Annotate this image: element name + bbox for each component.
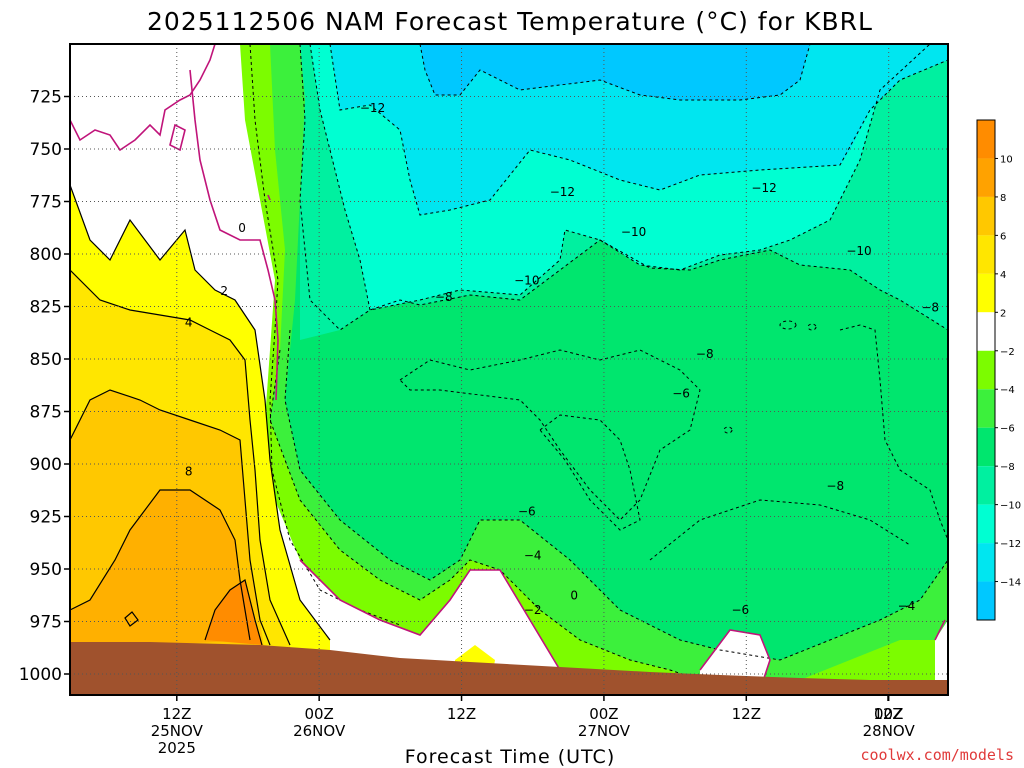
colorbar-swatch xyxy=(977,389,995,428)
y-tick-label: 950 xyxy=(30,560,62,580)
contour-label: −8 xyxy=(826,479,844,493)
x-tick-label: 12Z xyxy=(873,705,902,723)
zero-contour xyxy=(70,44,946,691)
x-tick-label: 12Z xyxy=(732,705,761,723)
contour-label: −8 xyxy=(435,290,453,304)
contour-label: 8 xyxy=(185,464,193,478)
contour-label: −6 xyxy=(672,387,690,401)
y-tick-label: 850 xyxy=(30,350,62,370)
colorbar-label: 10 xyxy=(1000,154,1013,165)
colorbar-label: 8 xyxy=(1000,193,1006,204)
y-axis: 725 750 775 800 825 850 875 900 925 950 975 1000 xyxy=(19,88,70,685)
contour-label: 0 xyxy=(570,588,578,602)
contour-label: 4 xyxy=(185,315,193,329)
colorbar-label: 6 xyxy=(1000,231,1006,242)
contour-label: −12 xyxy=(360,101,385,115)
small-contour-loops xyxy=(723,320,817,434)
y-tick-label: 1000 xyxy=(19,665,62,685)
y-tick-label: 725 xyxy=(30,88,62,108)
contour-label: −2 xyxy=(524,603,542,617)
colorbar-swatch xyxy=(977,312,995,351)
colorbar-label: −10 xyxy=(1000,501,1021,512)
x-tick-label: 00Z xyxy=(589,705,618,723)
x-tick-label: 12Z xyxy=(162,705,191,723)
colorbar-swatch xyxy=(977,581,995,620)
colorbar-swatch xyxy=(977,235,995,274)
colorbar-swatch xyxy=(977,196,995,236)
contour-label: −10 xyxy=(846,244,871,258)
negative-contours xyxy=(249,44,948,681)
colorbar-swatch xyxy=(977,273,995,313)
colorbar-label: −4 xyxy=(1000,385,1015,396)
band-minus-16 xyxy=(420,44,810,100)
band-minus-4 xyxy=(70,44,948,695)
colorbar-swatch xyxy=(977,466,995,505)
contour-label: −6 xyxy=(518,504,536,518)
contour-label: 0 xyxy=(238,221,246,235)
x-tick-year: 2025 xyxy=(158,739,196,757)
colorbar-label: −6 xyxy=(1000,424,1015,435)
colorbar-swatch xyxy=(977,120,995,159)
contour-label: 2 xyxy=(220,284,228,298)
chart-title: 2025112506 NAM Forecast Temperature (°C)… xyxy=(147,7,873,36)
band-zero-edge xyxy=(935,620,948,690)
contour-label: −12 xyxy=(751,181,776,195)
credit-link[interactable]: coolwx.com/models xyxy=(860,746,1014,764)
x-tick-label: 00Z xyxy=(874,705,903,723)
band-minus-14 xyxy=(330,44,948,215)
colorbar-label: −14 xyxy=(1000,578,1021,589)
y-tick-label: 750 xyxy=(30,140,62,160)
plot-frame xyxy=(69,43,949,696)
colorbar-label: −8 xyxy=(1000,462,1015,473)
contour-label: −10 xyxy=(514,273,539,287)
y-tick-label: 825 xyxy=(30,298,62,318)
contour-label: −8 xyxy=(921,301,939,315)
band-plus-6-core xyxy=(70,490,250,650)
x-axis-label: Forecast Time (UTC) xyxy=(405,746,615,768)
positive-contours xyxy=(70,184,331,646)
x-tick-date: 27NOV xyxy=(578,722,631,740)
contour-label: −4 xyxy=(898,599,916,613)
y-tick-label: 975 xyxy=(30,613,62,633)
x-tick-label: 00Z xyxy=(304,705,333,723)
colorbar-swatch xyxy=(977,543,995,582)
temperature-field xyxy=(70,44,948,695)
colorbar-swatch xyxy=(977,158,995,197)
grid-lines xyxy=(70,44,948,695)
contour-label: −10 xyxy=(621,225,646,239)
contour-labels: −12 −12 −12 −10 −10 −10 −8 −8 −8 −8 −6 −6 −6 −4 −4 −2 0 0… xyxy=(185,101,939,617)
y-tick-label: 775 xyxy=(30,193,62,213)
x-tick-date: 28NOV xyxy=(863,722,916,740)
y-tick-label: 900 xyxy=(30,455,62,475)
x-tick-label: 12Z xyxy=(447,705,476,723)
contour-label: −12 xyxy=(550,185,575,199)
colorbar-frame xyxy=(976,119,996,621)
colorbar-label: 4 xyxy=(1000,270,1006,281)
colorbar-swatch xyxy=(977,504,995,544)
colorbar-label: 2 xyxy=(1000,308,1006,319)
contour-label: −8 xyxy=(696,347,714,361)
y-tick-label: 800 xyxy=(30,245,62,265)
contour-label: −6 xyxy=(732,603,750,617)
colorbar-label: −12 xyxy=(1000,539,1021,550)
y-tick-label: 875 xyxy=(30,403,62,423)
x-tick-date: 25NOV xyxy=(151,722,204,740)
colorbar: 10 8 6 4 2 −2 −4 −6 −8 −10 −12 −14 xyxy=(976,119,1021,621)
x-tick-date: 26NOV xyxy=(293,722,346,740)
colorbar-label: −2 xyxy=(1000,347,1015,358)
contour-label: −4 xyxy=(524,548,542,562)
y-tick-label: 925 xyxy=(30,508,62,528)
colorbar-swatch xyxy=(977,350,995,390)
colorbar-swatch xyxy=(977,427,995,467)
terrain xyxy=(70,642,948,695)
